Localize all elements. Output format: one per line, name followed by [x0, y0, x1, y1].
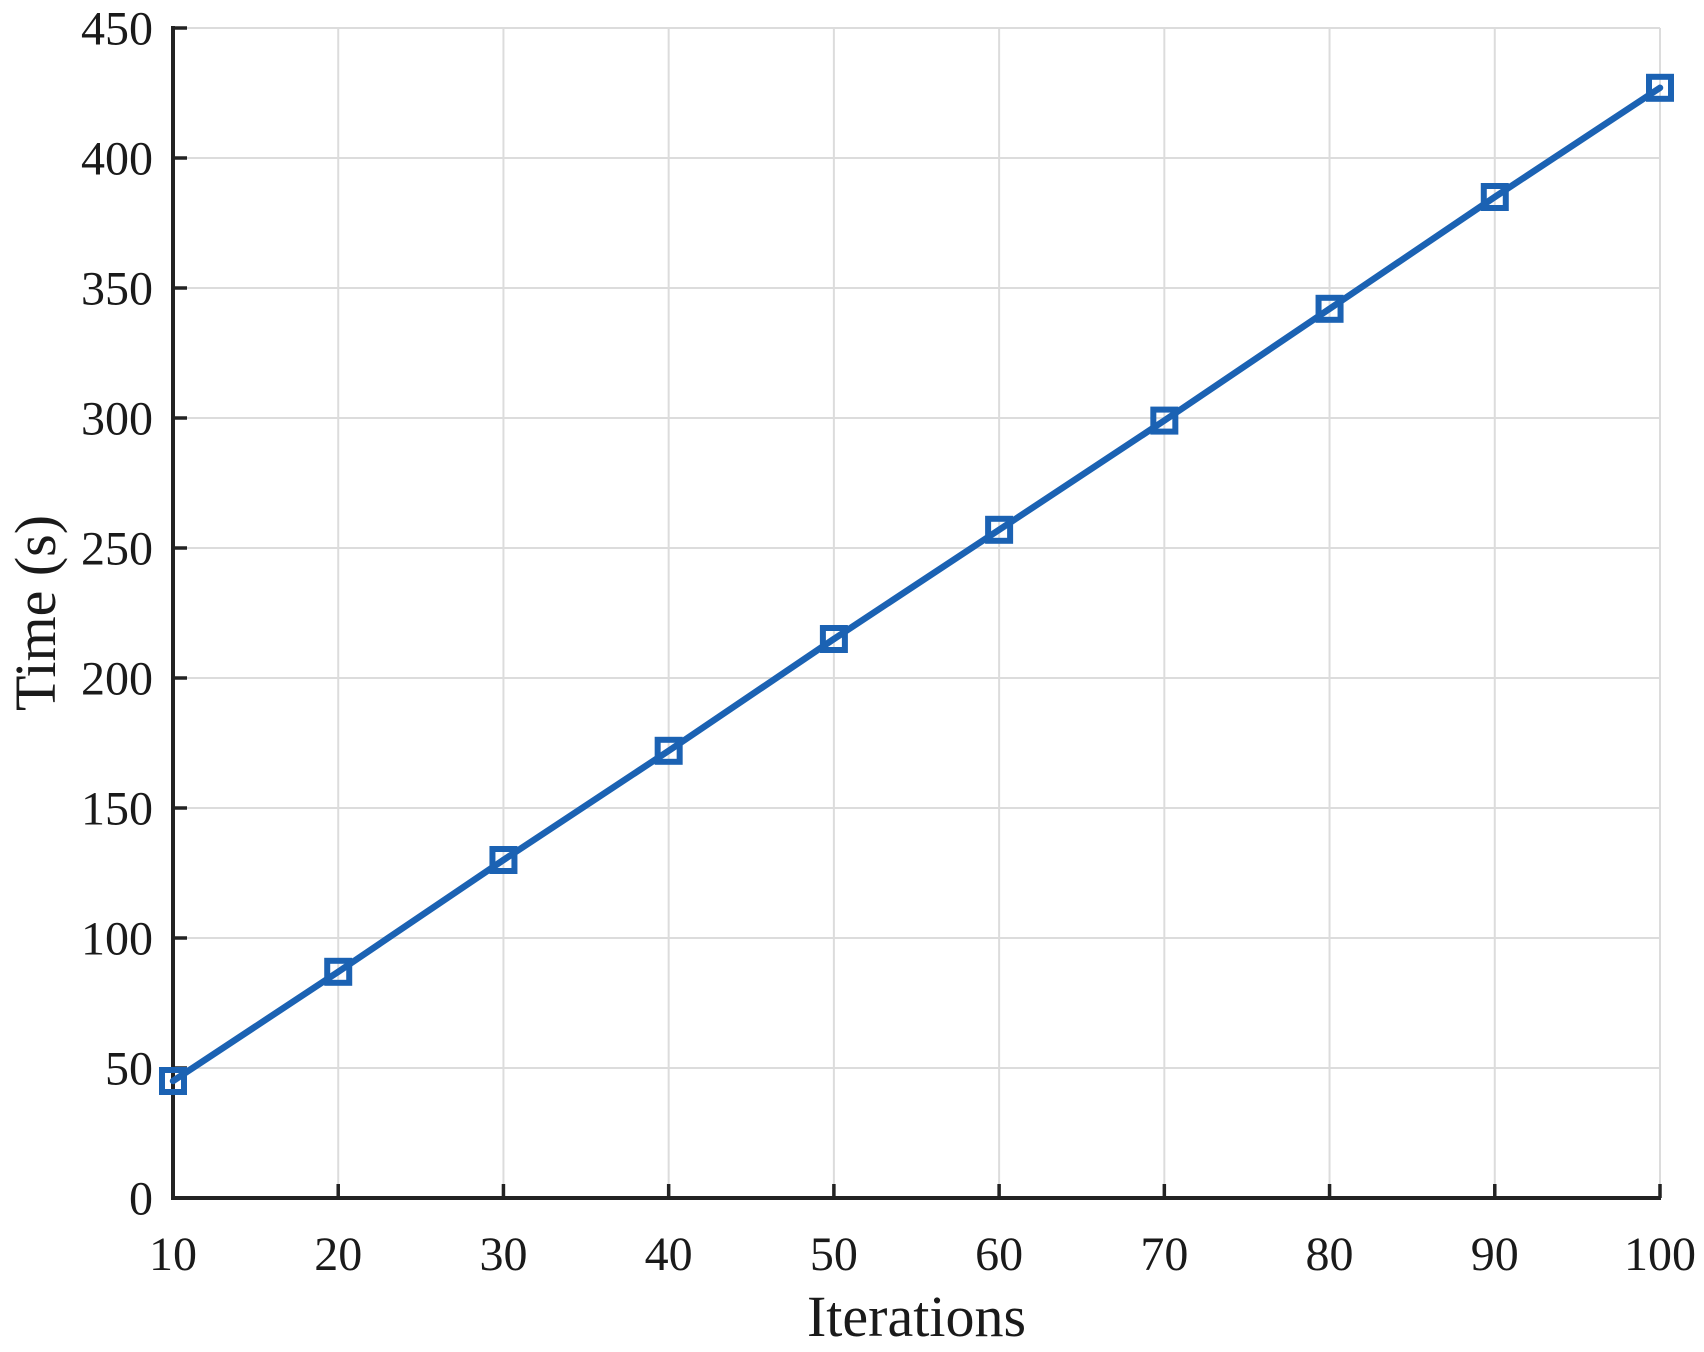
- x-tick-label: 90: [1471, 1228, 1519, 1281]
- data-point-marker: [985, 515, 1014, 544]
- x-tick-label: 10: [149, 1228, 197, 1281]
- x-axis-title: Iterations: [806, 1284, 1027, 1349]
- data-point-marker: [159, 1067, 187, 1095]
- y-tick-label: 100: [81, 912, 153, 965]
- data-point-marker: [1480, 183, 1509, 211]
- x-tick-label: 80: [1306, 1228, 1354, 1281]
- x-tick-label: 100: [1624, 1228, 1696, 1281]
- data-point-marker: [1646, 73, 1674, 102]
- data-point-marker: [1315, 294, 1344, 323]
- data-point-marker: [819, 625, 848, 653]
- data-point-marker: [489, 846, 518, 874]
- y-tick-label: 50: [105, 1042, 153, 1095]
- y-tick-label: 0: [129, 1172, 153, 1225]
- x-tick-label: 70: [1140, 1228, 1188, 1281]
- data-line: [169, 84, 1664, 1085]
- y-tick-label: 300: [81, 392, 153, 445]
- data-point-marker: [1150, 406, 1179, 435]
- y-tick-label: 250: [81, 522, 153, 575]
- x-tick-label: 20: [314, 1228, 362, 1281]
- y-tick-label: 200: [81, 652, 153, 705]
- y-tick-label: 400: [81, 132, 153, 185]
- data-point-marker: [324, 957, 353, 986]
- x-tick-label: 60: [975, 1228, 1023, 1281]
- y-tick-label: 350: [81, 262, 153, 315]
- x-tick-label: 40: [645, 1228, 693, 1281]
- data-point-marker: [654, 736, 683, 765]
- x-tick-label: 50: [810, 1228, 858, 1281]
- y-tick-label: 150: [81, 782, 153, 835]
- y-axis-title: Time (s): [3, 514, 68, 712]
- x-tick-label: 30: [479, 1228, 527, 1281]
- y-tick-label: 450: [81, 2, 153, 55]
